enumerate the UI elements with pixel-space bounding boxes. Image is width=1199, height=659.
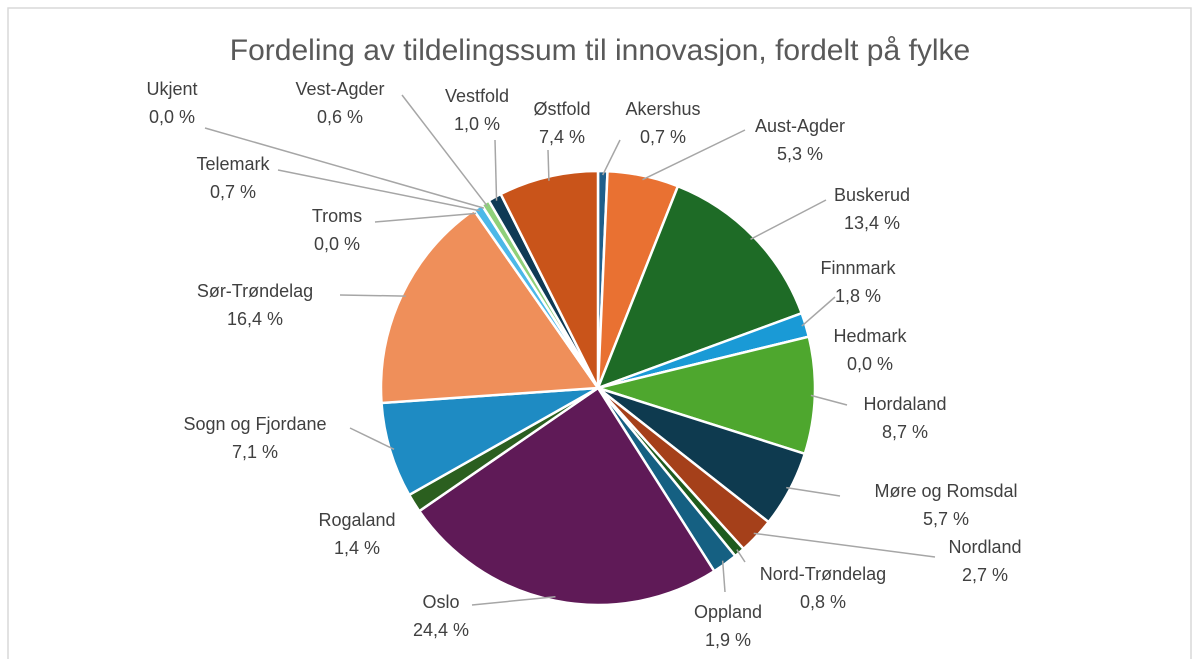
slice-label-value: 0,0 % — [149, 107, 195, 127]
leader-line — [750, 199, 827, 240]
slice-label-name: Vestfold — [445, 86, 509, 106]
slice-label-name: Sør-Trøndelag — [197, 281, 313, 301]
slice-label-name: Oslo — [422, 592, 459, 612]
leader-line — [401, 94, 488, 207]
pie-slice — [595, 184, 804, 391]
leader-line — [602, 139, 621, 176]
slice-label-value: 7,4 % — [539, 127, 585, 147]
slice-label-name: Vest-Agder — [295, 79, 384, 99]
leader-line — [374, 212, 477, 223]
pie-slice — [417, 386, 716, 607]
slice-label-name: Rogaland — [318, 510, 395, 530]
slice-label-value: 1,8 % — [835, 286, 881, 306]
slice-label-name: Troms — [312, 206, 362, 226]
slice-label-value: 0,7 % — [210, 182, 256, 202]
slice-label-value: 5,3 % — [777, 144, 823, 164]
slice-label-name: Hedmark — [833, 326, 907, 346]
slice-label-value: 7,1 % — [232, 442, 278, 462]
slice-label-name: Telemark — [196, 154, 270, 174]
leader-line — [736, 549, 746, 563]
slice-label-name: Nord-Trøndelag — [760, 564, 886, 584]
slice-label-value: 24,4 % — [413, 620, 469, 640]
slice-label-value: 0,8 % — [800, 592, 846, 612]
chart-title: Fordeling av tildelingssum til innovasjo… — [230, 34, 970, 67]
slice-label-value: 1,9 % — [705, 630, 751, 650]
leader-line — [786, 486, 841, 497]
slice-label-name: Finnmark — [820, 258, 896, 278]
pie-slice — [593, 335, 817, 456]
slice-label-name: Østfold — [533, 99, 590, 119]
leader-line — [547, 149, 550, 181]
slice-label-name: Møre og Romsdal — [874, 481, 1017, 501]
slice-label-value: 1,0 % — [454, 114, 500, 134]
leader-line — [277, 169, 481, 212]
slice-label-name: Buskerud — [834, 185, 910, 205]
slice-label-value: 0,7 % — [640, 127, 686, 147]
slice-label-name: Ukjent — [146, 79, 197, 99]
leader-line — [494, 139, 498, 201]
leader-line — [810, 394, 848, 406]
leader-line — [721, 560, 726, 593]
leader-line — [753, 532, 936, 558]
leader-line — [801, 296, 836, 327]
pie-slice — [379, 208, 601, 405]
slice-label-value: 0,6 % — [317, 107, 363, 127]
slice-label-name: Aust-Agder — [755, 116, 845, 136]
slice-label-value: 0,0 % — [847, 354, 893, 374]
leader-line — [471, 595, 556, 606]
slice-label-name: Akershus — [625, 99, 700, 119]
slice-label-value: 5,7 % — [923, 509, 969, 529]
slice-label-value: 13,4 % — [844, 213, 900, 233]
slice-label-name: Oppland — [694, 602, 762, 622]
leader-line — [204, 127, 485, 209]
slice-label-value: 16,4 % — [227, 309, 283, 329]
slice-label-name: Sogn og Fjordane — [183, 414, 326, 434]
leader-line — [642, 129, 746, 181]
pie-slice — [499, 169, 600, 389]
slice-label-value: 0,0 % — [314, 234, 360, 254]
slice-label-value: 2,7 % — [962, 565, 1008, 585]
slice-label-name: Nordland — [948, 537, 1021, 557]
leader-line — [349, 427, 395, 451]
slice-label-value: 1,4 % — [334, 538, 380, 558]
leader-line — [339, 294, 406, 297]
slice-label-value: 8,7 % — [882, 422, 928, 442]
slice-label-name: Hordaland — [863, 394, 946, 414]
